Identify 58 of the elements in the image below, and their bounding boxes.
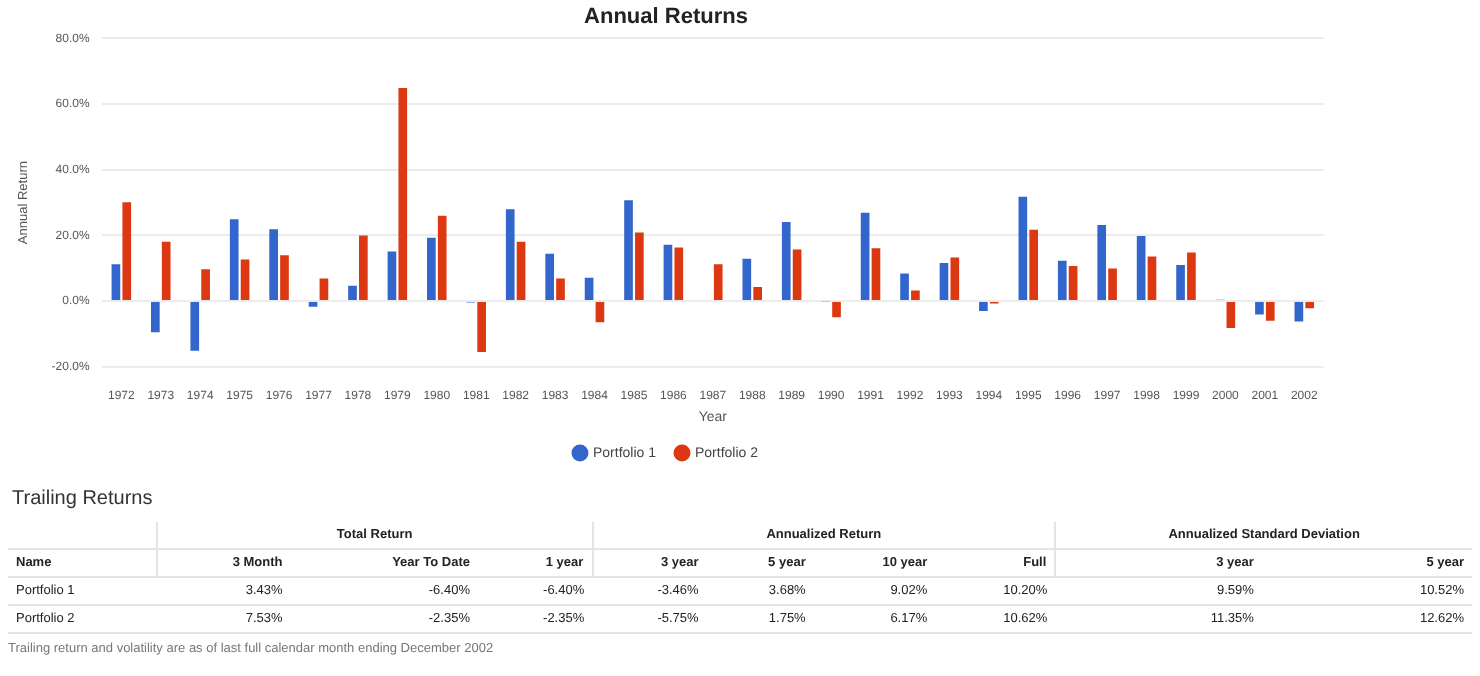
bar [1029, 229, 1039, 301]
bar [1108, 268, 1117, 301]
bar [190, 302, 200, 351]
bar [1187, 252, 1196, 301]
bar [1226, 302, 1236, 329]
bar [122, 202, 132, 301]
bar [792, 249, 802, 301]
bar [979, 302, 988, 311]
bar [161, 241, 171, 301]
bar [437, 215, 447, 301]
bar [280, 255, 289, 301]
bar [319, 278, 329, 301]
bar [359, 235, 368, 301]
bar [477, 302, 486, 353]
bar [911, 290, 920, 301]
bar [1097, 224, 1107, 301]
bar [545, 253, 554, 301]
bar [151, 302, 160, 333]
bar [713, 264, 723, 301]
bar [674, 247, 684, 301]
bar [556, 278, 565, 301]
bar [1018, 196, 1028, 301]
bar [240, 259, 250, 301]
bar [1068, 265, 1078, 301]
text: Trailing Returns [12, 488, 155, 510]
bar [427, 237, 436, 301]
bar [950, 257, 960, 301]
bar [1176, 265, 1185, 301]
bar [1265, 302, 1275, 321]
bar [1147, 256, 1157, 301]
bar [832, 302, 841, 318]
bar [900, 273, 909, 301]
bar [516, 241, 526, 301]
bar [781, 221, 791, 301]
bar [635, 232, 644, 301]
bar [348, 285, 357, 301]
bar [1255, 302, 1264, 315]
bar [584, 277, 594, 301]
bar [201, 269, 210, 301]
bar [387, 251, 397, 301]
bar [111, 264, 121, 301]
bar [1136, 236, 1146, 301]
bar [624, 200, 633, 301]
bar [1294, 302, 1304, 322]
bar [1305, 302, 1315, 309]
bar [1057, 260, 1067, 301]
bar [871, 248, 881, 301]
bar [505, 209, 515, 301]
bar [269, 229, 278, 301]
bar [229, 219, 239, 301]
bar [742, 258, 752, 301]
bar [663, 244, 673, 301]
bar [595, 302, 605, 323]
chart-title: Annual Returns [584, 5, 748, 30]
bar [860, 212, 870, 301]
bar [398, 87, 408, 301]
bar [939, 263, 949, 301]
bar [753, 287, 762, 301]
